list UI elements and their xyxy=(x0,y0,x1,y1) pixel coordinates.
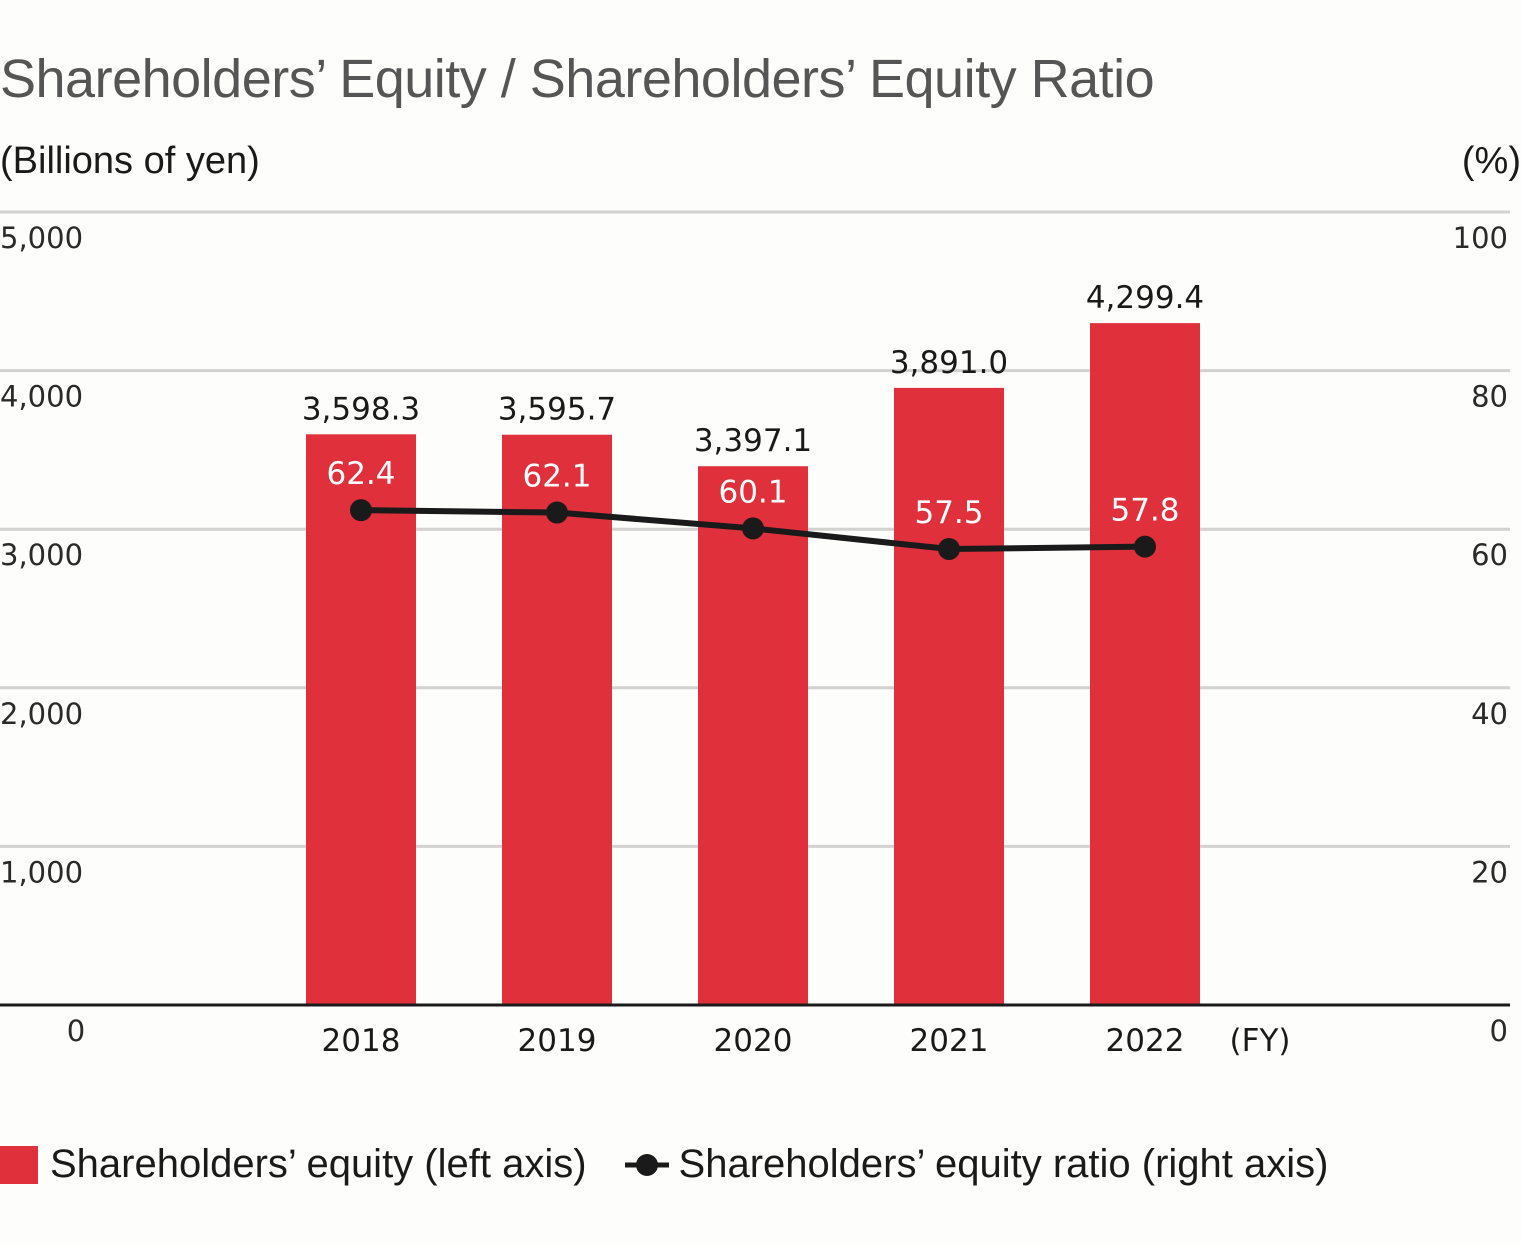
ratio-value-label: 57.8 xyxy=(1110,493,1179,529)
category-label: 2021 xyxy=(910,1023,989,1059)
equity-bars xyxy=(306,323,1200,1005)
chart-title: Shareholders’ Equity / Shareholders’ Equ… xyxy=(0,49,1155,109)
legend: Shareholders’ equity (left axis) Shareho… xyxy=(0,1142,1328,1187)
line-dot-icon xyxy=(624,1153,669,1176)
left-tick-label: 4,000 xyxy=(0,380,83,414)
ratio-value-label: 60.1 xyxy=(718,474,787,510)
ratio-point xyxy=(1134,535,1156,558)
ratio-point xyxy=(546,501,568,524)
red-square-icon xyxy=(0,1145,38,1184)
right-tick-label: 40 xyxy=(1471,697,1508,731)
x-axis-unit-label: (FY) xyxy=(1230,1023,1291,1059)
left-tick-label: 5,000 xyxy=(0,221,83,255)
ratio-point xyxy=(938,538,960,561)
right-axis-ticks: 0 20 40 60 80 100 xyxy=(1453,221,1508,1048)
category-label: 2019 xyxy=(518,1023,597,1059)
ratio-line xyxy=(350,499,1156,561)
right-tick-label: 0 xyxy=(1490,1014,1508,1048)
equity-value-label: 3,595.7 xyxy=(498,392,616,428)
equity-bar xyxy=(698,466,808,1005)
ratio-point xyxy=(742,517,764,540)
equity-value-label: 3,598.3 xyxy=(302,391,420,427)
ratio-point xyxy=(350,499,372,522)
equity-bar xyxy=(502,434,612,1005)
equity-value-label: 4,299.4 xyxy=(1086,280,1204,316)
category-label: 2020 xyxy=(714,1023,793,1059)
gridlines xyxy=(0,210,1510,848)
equity-bar xyxy=(894,387,1004,1005)
ratio-value-label: 62.4 xyxy=(326,456,395,492)
left-tick-label: 0 xyxy=(67,1014,85,1048)
category-label: 2022 xyxy=(1106,1023,1185,1059)
equity-value-labels: 3,598.3 3,595.7 3,397.1 3,891.0 4,299.4 xyxy=(302,280,1204,459)
left-tick-label: 2,000 xyxy=(0,697,83,731)
legend-label-equity: Shareholders’ equity (left axis) xyxy=(50,1142,587,1186)
legend-item-equity: Shareholders’ equity (left axis) xyxy=(0,1142,587,1187)
left-axis-unit-label: (Billions of yen) xyxy=(0,140,260,182)
left-tick-label: 1,000 xyxy=(0,855,83,889)
equity-bar xyxy=(306,434,416,1005)
right-tick-label: 80 xyxy=(1471,380,1508,414)
right-axis-unit-label: (%) xyxy=(1461,140,1521,182)
x-axis-categories: 2018 2019 2020 2021 2022 (FY) xyxy=(322,1023,1291,1059)
left-axis-ticks: 0 1,000 2,000 3,000 4,000 5,000 xyxy=(0,221,85,1048)
ratio-value-label: 57.5 xyxy=(914,495,983,531)
right-tick-label: 20 xyxy=(1471,855,1508,889)
category-label: 2018 xyxy=(322,1023,401,1059)
ratio-value-labels: 62.4 62.1 60.1 57.5 57.8 xyxy=(326,456,1179,531)
equity-value-label: 3,891.0 xyxy=(890,345,1008,381)
equity-bar xyxy=(1090,323,1200,1005)
left-tick-label: 3,000 xyxy=(0,538,83,572)
ratio-value-label: 62.1 xyxy=(522,459,591,495)
equity-value-label: 3,397.1 xyxy=(694,423,812,459)
legend-item-ratio: Shareholders’ equity ratio (right axis) xyxy=(624,1142,1329,1187)
right-tick-label: 100 xyxy=(1453,221,1508,255)
right-tick-label: 60 xyxy=(1471,538,1508,572)
legend-label-ratio: Shareholders’ equity ratio (right axis) xyxy=(678,1142,1329,1186)
